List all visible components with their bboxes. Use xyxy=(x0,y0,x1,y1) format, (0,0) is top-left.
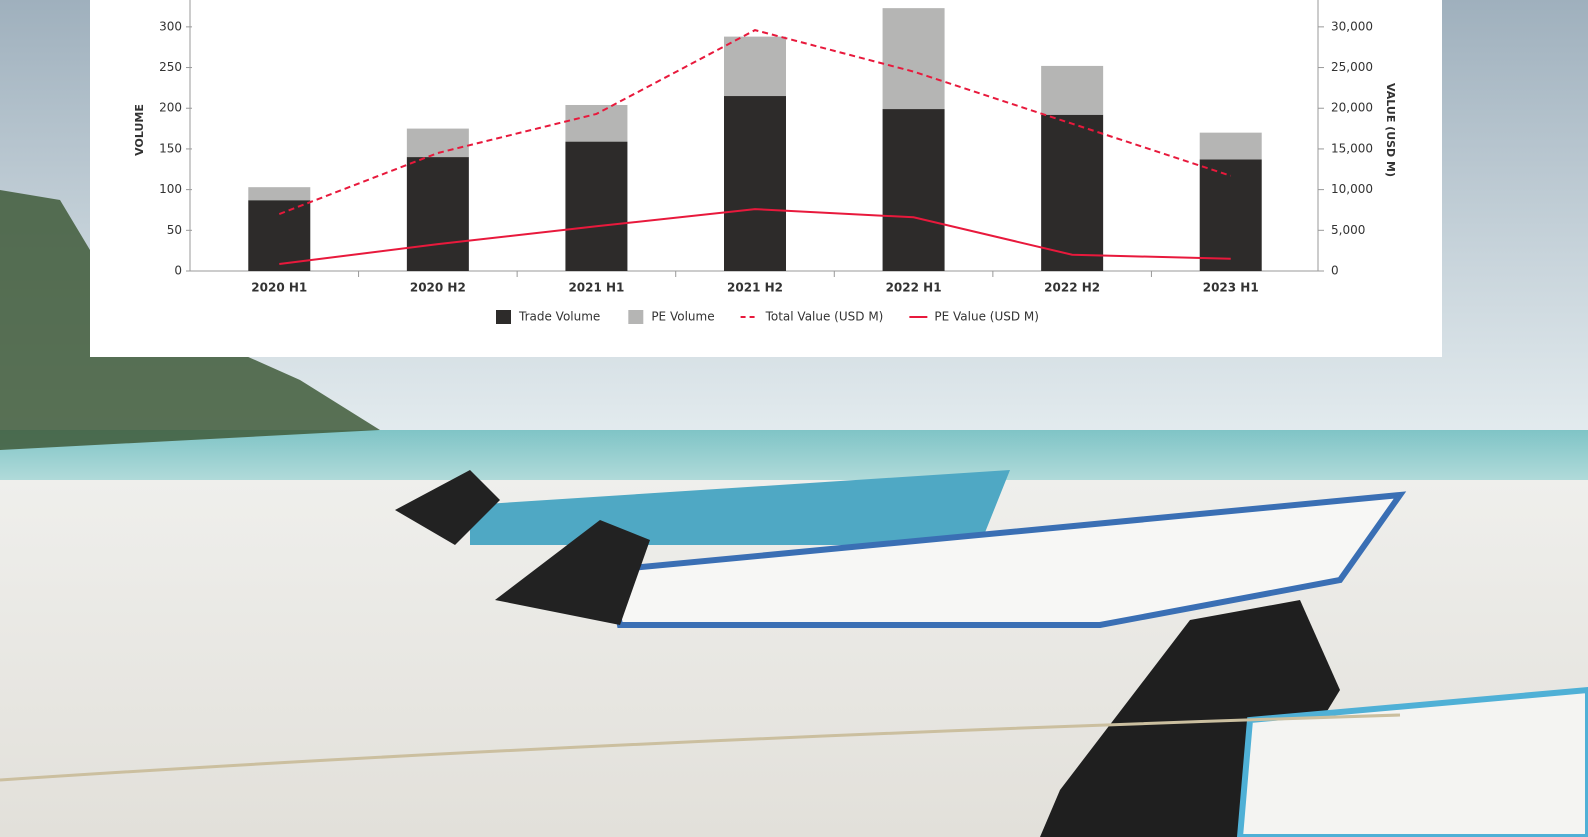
x-tick-label: 2020 H1 xyxy=(251,281,307,295)
y2-tick-label: 30,000 xyxy=(1331,19,1373,33)
y-tick-label: 0 xyxy=(174,264,182,278)
x-tick-label: 2021 H2 xyxy=(727,281,783,295)
y-tick-label: 50 xyxy=(167,223,182,237)
bar xyxy=(1041,65,1104,115)
line xyxy=(279,208,1231,265)
y-tick-label: 300 xyxy=(159,19,182,33)
bar xyxy=(882,109,945,271)
bar xyxy=(406,157,469,271)
bar xyxy=(724,96,786,271)
y-axis-label: VOLUME xyxy=(133,104,146,156)
bar xyxy=(724,36,786,97)
bar xyxy=(882,8,945,110)
y2-tick-label: 0 xyxy=(1331,264,1339,278)
x-tick-label: 2020 H2 xyxy=(410,281,466,295)
bar xyxy=(406,128,469,158)
y2-tick-label: 10,000 xyxy=(1331,182,1373,196)
x-tick-label: 2022 H2 xyxy=(1044,281,1100,295)
legend-label: Total Value (USD M) xyxy=(765,310,884,324)
y-tick-label: 250 xyxy=(159,60,182,74)
bar xyxy=(1199,132,1262,160)
bar xyxy=(248,200,311,271)
legend-swatch xyxy=(628,310,644,324)
bar xyxy=(565,141,628,271)
bar xyxy=(248,187,311,201)
x-tick-label: 2021 H1 xyxy=(568,281,624,295)
y-tick-label: 200 xyxy=(159,101,182,115)
bar xyxy=(565,104,628,142)
y2-tick-label: 15,000 xyxy=(1331,141,1373,155)
y2-tick-label: 5,000 xyxy=(1331,223,1365,237)
bar xyxy=(1041,114,1104,272)
line xyxy=(278,29,1232,215)
legend-label: Trade Volume xyxy=(518,310,600,324)
y2-axis-label: VALUE (USD M) xyxy=(1384,83,1397,177)
legend-label: PE Value (USD M) xyxy=(934,310,1039,324)
y2-tick-label: 20,000 xyxy=(1331,101,1373,115)
y-tick-label: 150 xyxy=(159,141,182,155)
y2-tick-label: 25,000 xyxy=(1331,60,1373,74)
legend-label: PE Volume xyxy=(651,310,714,324)
y-tick-label: 100 xyxy=(159,182,182,196)
bar xyxy=(1199,159,1262,271)
x-tick-label: 2023 H1 xyxy=(1203,281,1259,295)
x-tick-label: 2022 H1 xyxy=(886,281,942,295)
legend-swatch xyxy=(496,310,511,324)
